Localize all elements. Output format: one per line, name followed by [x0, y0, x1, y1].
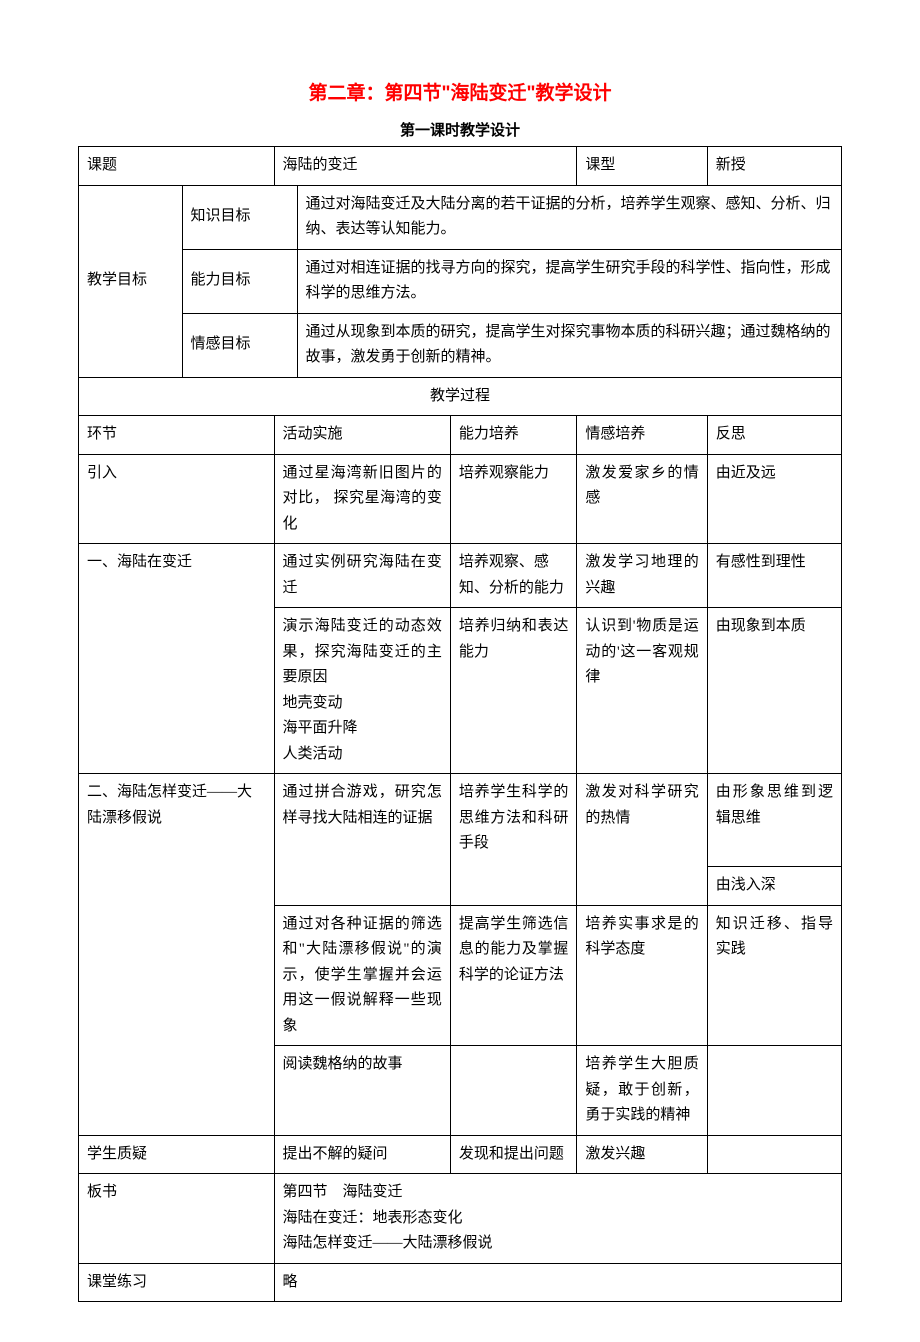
section2b-ability: 提高学生筛选信息的能力及掌握科学的论证方法 [450, 905, 577, 1046]
section1a-reflect: 有感性到理性 [707, 544, 841, 608]
exercise-text: 略 [274, 1263, 841, 1302]
section2a-reflect1: 由形象思维到逻辑思维 [707, 774, 841, 867]
col-ability: 能力培养 [450, 416, 577, 455]
document-subtitle: 第一课时教学设计 [78, 119, 842, 140]
table-row: 教学过程 [79, 377, 842, 416]
topic-value-cell: 海陆的变迁 [274, 147, 577, 186]
table-row: 情感目标 通过从现象到本质的研究，提高学生对探究事物本质的科研兴趣；通过魏格纳的… [79, 313, 842, 377]
question-stage: 学生质疑 [79, 1135, 275, 1174]
table-row: 二、海陆怎样变迁——大陆漂移假说 通过拼合游戏，研究怎样寻找大陆相连的证据 培养… [79, 774, 842, 867]
section2c-activity: 阅读魏格纳的故事 [274, 1046, 450, 1136]
section2b-reflect: 知识迁移、指导实践 [707, 905, 841, 1046]
section2b-activity: 通过对各种证据的筛选和"大陆漂移假说"的演示，使学生掌握并会运用这一假说解释一些… [274, 905, 450, 1046]
emotion-label-cell: 情感目标 [182, 313, 297, 377]
lesson-plan-table: 课题 海陆的变迁 课型 新授 教学目标 知识目标 通过对海陆变迁及大陆分离的若干… [78, 146, 842, 1302]
intro-stage: 引入 [79, 454, 275, 544]
table-row: 能力目标 通过对相连证据的找寻方向的探究，提高学生研究手段的科学性、指向性，形成… [79, 249, 842, 313]
emotion-text-cell: 通过从现象到本质的研究，提高学生对探究事物本质的科研兴趣；通过魏格纳的故事，激发… [297, 313, 842, 377]
section1a-emotion: 激发学习地理的兴趣 [577, 544, 707, 608]
section1b-activity: 演示海陆变迁的动态效果，探究海陆变迁的主要原因地壳变动海平面升降人类活动 [274, 608, 450, 774]
type-value-cell: 新授 [707, 147, 841, 186]
type-label-cell: 课型 [577, 147, 707, 186]
section2-stage: 二、海陆怎样变迁——大陆漂移假说 [79, 774, 275, 1136]
section1a-activity: 通过实例研究海陆在变迁 [274, 544, 450, 608]
section2c-ability [450, 1046, 577, 1136]
intro-emotion: 激发爱家乡的情感 [577, 454, 707, 544]
table-row: 教学目标 知识目标 通过对海陆变迁及大陆分离的若干证据的分析，培养学生观察、感知… [79, 185, 842, 249]
table-row: 学生质疑 提出不解的疑问 发现和提出问题 激发兴趣 [79, 1135, 842, 1174]
table-row: 引入 通过星海湾新旧图片的对比， 探究星海湾的变化 培养观察能力 激发爱家乡的情… [79, 454, 842, 544]
board-text: 第四节 海陆变迁海陆在变迁：地表形态变化海陆怎样变迁——大陆漂移假说 [274, 1174, 841, 1264]
question-emotion: 激发兴趣 [577, 1135, 707, 1174]
ability-text-cell: 通过对相连证据的找寻方向的探究，提高学生研究手段的科学性、指向性，形成科学的思维… [297, 249, 842, 313]
section1b-emotion: 认识到'物质是运动的'这一客观规律 [577, 608, 707, 774]
exercise-stage: 课堂练习 [79, 1263, 275, 1302]
table-row: 板书 第四节 海陆变迁海陆在变迁：地表形态变化海陆怎样变迁——大陆漂移假说 [79, 1174, 842, 1264]
section2a-emotion: 激发对科学研究的热情 [577, 774, 707, 906]
table-row: 一、海陆在变迁 通过实例研究海陆在变迁 培养观察、感知、分析的能力 激发学习地理… [79, 544, 842, 608]
col-emotion: 情感培养 [577, 416, 707, 455]
section2c-emotion: 培养学生大胆质疑，敢于创新，勇于实践的精神 [577, 1046, 707, 1136]
section1b-ability: 培养归纳和表达能力 [450, 608, 577, 774]
ability-label-cell: 能力目标 [182, 249, 297, 313]
knowledge-text-cell: 通过对海陆变迁及大陆分离的若干证据的分析，培养学生观察、感知、分析、归纳、表达等… [297, 185, 842, 249]
section1-stage: 一、海陆在变迁 [79, 544, 275, 774]
process-header-cell: 教学过程 [79, 377, 842, 416]
objectives-group-cell: 教学目标 [79, 185, 183, 377]
document-title: 第二章：第四节"海陆变迁"教学设计 [78, 78, 842, 105]
board-stage: 板书 [79, 1174, 275, 1264]
table-row: 课堂练习 略 [79, 1263, 842, 1302]
col-stage: 环节 [79, 416, 275, 455]
question-activity: 提出不解的疑问 [274, 1135, 450, 1174]
intro-activity: 通过星海湾新旧图片的对比， 探究星海湾的变化 [274, 454, 450, 544]
section2c-reflect [707, 1046, 841, 1136]
section2a-reflect2: 由浅入深 [707, 867, 841, 906]
topic-label-cell: 课题 [79, 147, 275, 186]
section1a-ability: 培养观察、感知、分析的能力 [450, 544, 577, 608]
intro-ability: 培养观察能力 [450, 454, 577, 544]
intro-reflect: 由近及远 [707, 454, 841, 544]
section2a-activity: 通过拼合游戏，研究怎样寻找大陆相连的证据 [274, 774, 450, 906]
section1b-reflect: 由现象到本质 [707, 608, 841, 774]
question-reflect [707, 1135, 841, 1174]
col-activity: 活动实施 [274, 416, 450, 455]
section2b-emotion: 培养实事求是的科学态度 [577, 905, 707, 1046]
table-row: 课题 海陆的变迁 课型 新授 [79, 147, 842, 186]
question-ability: 发现和提出问题 [450, 1135, 577, 1174]
knowledge-label-cell: 知识目标 [182, 185, 297, 249]
table-row: 环节 活动实施 能力培养 情感培养 反思 [79, 416, 842, 455]
section2a-ability: 培养学生科学的思维方法和科研手段 [450, 774, 577, 906]
col-reflect: 反思 [707, 416, 841, 455]
